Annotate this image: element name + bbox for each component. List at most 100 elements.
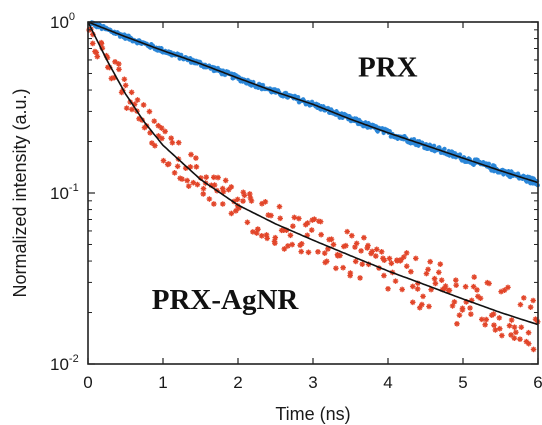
prx-agnr-marker: [240, 189, 247, 196]
prx-marker: [491, 169, 497, 174]
prx-marker: [373, 124, 379, 129]
prx-marker: [534, 179, 540, 184]
prx-agnr-marker: [381, 272, 387, 279]
prx-agnr-marker: [483, 316, 490, 323]
prx-marker: [388, 134, 394, 139]
prx-agnr-marker: [365, 242, 371, 249]
prx-agnr-marker: [179, 176, 185, 182]
prx-agnr-marker: [475, 293, 481, 300]
prx-marker: [295, 94, 301, 100]
prx-marker: [505, 172, 510, 178]
prx-marker: [222, 72, 228, 78]
prx-agnr-marker: [501, 287, 508, 294]
prx-agnr-marker: [116, 66, 122, 73]
prx-agnr-marker: [323, 258, 330, 265]
prx-agnr-marker: [392, 278, 399, 284]
x-tick-label: 0: [83, 373, 92, 392]
prx-agnr-marker: [155, 133, 162, 139]
prx-agnr-marker: [276, 203, 283, 210]
prx-marker: [528, 181, 533, 186]
prx-marker: [486, 161, 492, 167]
prx-agnr-marker: [506, 322, 513, 329]
prx-marker: [348, 115, 353, 121]
prx-marker: [198, 60, 203, 65]
prx-agnr-marker: [90, 31, 96, 38]
prx-agnr-marker: [318, 231, 324, 238]
x-tick-label: 3: [308, 373, 317, 392]
prx-marker: [220, 68, 226, 73]
prx-agnr-marker: [426, 303, 432, 310]
prx-agnr-marker: [194, 181, 201, 188]
prx-marker: [366, 122, 372, 127]
prx-marker: [525, 179, 531, 184]
prx-agnr-marker: [104, 54, 111, 61]
prx-agnr-marker: [532, 316, 539, 323]
prx-agnr-marker: [463, 299, 470, 305]
prx-agnr-marker: [290, 223, 296, 229]
prx-marker: [365, 125, 370, 130]
prx-agnr-marker: [352, 258, 359, 265]
prx-agnr-marker: [498, 288, 504, 295]
y-tick-label-base: 10: [50, 13, 69, 32]
prx-marker: [527, 174, 532, 180]
prx-agnr-marker: [337, 252, 343, 259]
prx-marker: [475, 157, 480, 163]
prx-marker: [348, 118, 354, 124]
prx-agnr-marker: [486, 280, 492, 287]
y-tick-label-base: 10: [50, 184, 69, 203]
prx-agnr-marker: [499, 332, 505, 339]
prx-agnr-marker: [340, 264, 346, 271]
prx-agnr-marker: [311, 216, 318, 222]
prx-agnr-marker: [285, 243, 291, 249]
prx-agnr-marker: [344, 228, 350, 235]
prx-agnr-marker: [425, 266, 431, 273]
prx-marker: [481, 160, 486, 165]
prx-agnr-marker: [308, 227, 315, 233]
prx-agnr-marker: [208, 182, 215, 189]
prx-marker: [260, 82, 266, 88]
prx-marker: [329, 108, 335, 113]
prx-marker: [236, 75, 242, 80]
x-tick-label: 2: [233, 373, 242, 392]
prx-agnr-marker: [264, 235, 270, 242]
prx-agnr-marker: [468, 311, 474, 317]
prx-marker: [318, 107, 324, 112]
prx-agnr-marker: [508, 317, 515, 323]
prx-agnr-marker: [347, 272, 353, 279]
prx-agnr-marker: [121, 76, 128, 83]
prx-marker: [492, 163, 497, 169]
prx-marker: [515, 171, 521, 176]
prx-agnr-marker: [428, 286, 434, 293]
prx-agnr-marker: [505, 284, 511, 291]
prx-marker: [168, 50, 173, 55]
prx-marker: [467, 157, 472, 162]
prx-marker: [402, 133, 407, 139]
prx-agnr-marker: [525, 340, 532, 347]
prx-agnr-marker: [206, 196, 213, 202]
prx-agnr-marker: [517, 301, 524, 308]
prx-agnr-marker: [361, 234, 367, 241]
prx-marker: [256, 85, 261, 90]
prx-agnr-marker: [236, 205, 242, 211]
x-tick-label: 6: [533, 373, 542, 392]
prx-agnr-marker: [122, 82, 129, 89]
prx-agnr-marker: [259, 200, 265, 207]
prx-marker: [98, 23, 103, 28]
prx-agnr-marker: [437, 261, 444, 267]
prx-agnr-marker: [315, 249, 321, 255]
prx-agnr-marker: [228, 184, 235, 190]
prx-agnr-marker: [403, 250, 410, 256]
prx-agnr-marker: [220, 188, 227, 195]
prx-marker: [307, 103, 312, 108]
prx-agnr-marker: [484, 279, 491, 286]
prx-agnr-marker: [228, 210, 235, 217]
x-axis-title: Time (ns): [275, 404, 350, 424]
prx-marker: [501, 172, 506, 177]
prx-agnr-marker: [291, 214, 298, 221]
prx-agnr-marker: [182, 165, 189, 171]
prx-marker: [188, 56, 193, 61]
prx-marker: [167, 52, 173, 57]
y-tick-label: 100: [50, 11, 75, 32]
prx-marker: [408, 141, 413, 146]
prx-agnr-marker: [298, 240, 305, 247]
